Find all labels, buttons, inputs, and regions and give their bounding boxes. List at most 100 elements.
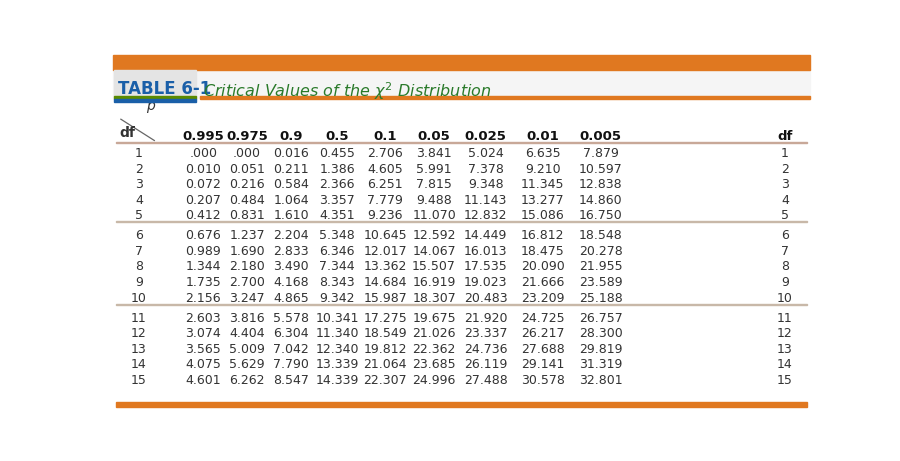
Text: 1.237: 1.237 [230,229,265,242]
Text: 5.578: 5.578 [273,312,309,325]
Text: 27.488: 27.488 [464,374,508,387]
Text: 32.801: 32.801 [579,374,623,387]
Text: 29.819: 29.819 [579,343,623,356]
Text: 19.812: 19.812 [364,343,407,356]
Text: 0.01: 0.01 [526,130,559,143]
Text: 6.635: 6.635 [525,147,561,160]
Text: 12.832: 12.832 [464,209,508,222]
Text: 1.690: 1.690 [230,245,265,258]
Text: 6.346: 6.346 [320,245,355,258]
Text: TABLE 6-1: TABLE 6-1 [118,80,212,98]
Text: 14.860: 14.860 [579,194,623,207]
Text: 7: 7 [135,245,143,258]
Text: 13: 13 [777,343,793,356]
Text: 1.386: 1.386 [320,163,355,176]
Text: 2.603: 2.603 [185,312,221,325]
Bar [112,55,810,70]
Text: 16.750: 16.750 [579,209,623,222]
Text: 7: 7 [781,245,789,258]
Text: 2.366: 2.366 [320,178,355,191]
Text: 2.156: 2.156 [185,292,221,305]
Text: 14.339: 14.339 [315,374,359,387]
Text: 0.412: 0.412 [185,209,221,222]
Text: 0.1: 0.1 [374,130,397,143]
Text: 2.833: 2.833 [274,245,309,258]
Text: 11.070: 11.070 [412,209,456,222]
Text: 0.211: 0.211 [274,163,309,176]
Text: 0.975: 0.975 [226,130,268,143]
Text: 15.086: 15.086 [521,209,564,222]
Text: 6: 6 [781,229,788,242]
Bar [116,304,806,305]
Text: 9: 9 [781,276,788,289]
Text: 0.484: 0.484 [230,194,265,207]
Text: 7.042: 7.042 [274,343,309,356]
Text: 21.666: 21.666 [521,276,564,289]
Text: 29.141: 29.141 [521,359,564,372]
Text: 2: 2 [135,163,143,176]
Text: 12.838: 12.838 [579,178,623,191]
Text: 0.051: 0.051 [230,163,266,176]
Text: 2.204: 2.204 [274,229,309,242]
Bar [114,96,196,99]
Text: 14.684: 14.684 [364,276,407,289]
Text: 26.119: 26.119 [464,359,508,372]
Text: 6.262: 6.262 [230,374,265,387]
Text: 4.351: 4.351 [320,209,355,222]
Text: 14: 14 [131,359,147,372]
Text: 10.645: 10.645 [364,229,407,242]
Text: Critical Values of the $\chi^2$ Distribution: Critical Values of the $\chi^2$ Distribu… [203,80,491,102]
Text: 9.236: 9.236 [367,209,403,222]
Text: 20.483: 20.483 [464,292,508,305]
Text: 1.610: 1.610 [274,209,309,222]
Text: 5.991: 5.991 [416,163,452,176]
Text: 31.319: 31.319 [579,359,623,372]
Text: 4.601: 4.601 [185,374,221,387]
Text: 5.009: 5.009 [230,343,266,356]
Text: 14.449: 14.449 [464,229,508,242]
Bar [116,142,806,143]
Text: 3.074: 3.074 [185,327,221,340]
Text: 7.378: 7.378 [468,163,504,176]
Text: 17.535: 17.535 [464,260,508,273]
Text: 3.565: 3.565 [185,343,221,356]
Bar [116,221,806,222]
Text: 7.779: 7.779 [367,194,403,207]
Text: 10.341: 10.341 [315,312,359,325]
Text: 11: 11 [777,312,793,325]
Text: 19.675: 19.675 [412,312,456,325]
Text: 1.064: 1.064 [274,194,309,207]
Text: 19.023: 19.023 [464,276,508,289]
Text: 1: 1 [135,147,143,160]
Text: 3.357: 3.357 [320,194,355,207]
Bar [112,69,810,98]
Text: 0.207: 0.207 [185,194,221,207]
Text: 18.307: 18.307 [412,292,456,305]
Text: 8.547: 8.547 [273,374,309,387]
Text: 10.597: 10.597 [579,163,623,176]
Text: 0.995: 0.995 [183,130,224,143]
Text: 8: 8 [781,260,789,273]
Text: 0.05: 0.05 [418,130,450,143]
Text: 5: 5 [135,209,143,222]
Text: 15.507: 15.507 [412,260,456,273]
Text: 17.275: 17.275 [364,312,407,325]
Text: 24.996: 24.996 [412,374,455,387]
Text: 13: 13 [131,343,147,356]
Text: 0.989: 0.989 [185,245,221,258]
Text: 21.026: 21.026 [412,327,455,340]
Text: 2.700: 2.700 [230,276,266,289]
Text: 3: 3 [135,178,143,191]
Bar [114,99,196,102]
Text: 12: 12 [131,327,147,340]
Text: 11.345: 11.345 [521,178,564,191]
Text: 3.816: 3.816 [230,312,265,325]
Text: 9.210: 9.210 [525,163,561,176]
Text: 15: 15 [131,374,147,387]
Text: 5.348: 5.348 [320,229,355,242]
Text: 22.307: 22.307 [364,374,407,387]
Text: 12.592: 12.592 [412,229,455,242]
Text: 14.067: 14.067 [412,245,456,258]
Text: 6.251: 6.251 [367,178,403,191]
Text: 13.277: 13.277 [521,194,564,207]
